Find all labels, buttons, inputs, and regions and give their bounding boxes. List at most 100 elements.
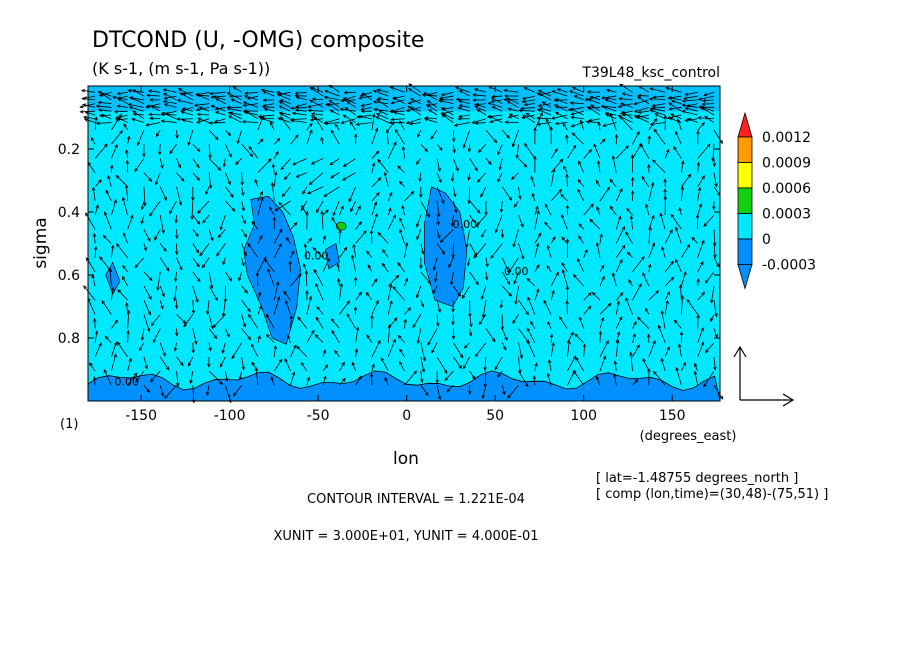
wind-vector — [615, 244, 626, 258]
wind-vector — [407, 105, 422, 116]
wind-vector — [550, 148, 558, 159]
wind-vector — [526, 327, 536, 343]
wind-vector — [138, 342, 145, 352]
wind-vector — [230, 98, 242, 105]
wind-vector — [311, 97, 324, 101]
wind-vector — [681, 103, 698, 108]
wind-vector — [522, 114, 536, 123]
wind-vector — [599, 340, 609, 358]
contour-labels: 0.00 0.00 0.00 0.00 — [115, 218, 529, 389]
wind-vector — [213, 118, 226, 123]
wind-vector — [681, 243, 691, 258]
wind-vector — [159, 186, 167, 201]
wind-vector — [272, 216, 277, 230]
wind-vector — [417, 129, 422, 138]
wind-vector — [684, 107, 698, 112]
wind-vector — [547, 359, 552, 372]
wind-vector — [678, 206, 682, 216]
wind-vector — [420, 144, 429, 153]
wind-vector — [489, 118, 503, 124]
wind-vector — [704, 342, 715, 354]
wind-vector — [652, 95, 666, 99]
wind-vector — [547, 321, 552, 329]
wind-vector — [401, 204, 405, 216]
wind-vector — [232, 86, 242, 93]
wind-vector — [648, 97, 666, 101]
wind-vector — [450, 271, 454, 286]
wind-vector — [436, 144, 443, 151]
wind-vector — [146, 93, 161, 98]
wind-vector — [501, 186, 513, 201]
wind-vector — [450, 172, 455, 183]
wind-vector — [673, 319, 682, 329]
wind-vector — [355, 230, 367, 244]
wind-vector — [660, 357, 666, 372]
wind-vector — [703, 370, 715, 388]
wind-vector — [663, 114, 668, 131]
wind-vector — [649, 109, 666, 116]
wind-vector — [208, 144, 212, 159]
wind-vector — [176, 158, 181, 169]
wind-vector — [426, 99, 438, 108]
wind-vector — [613, 360, 618, 372]
wind-vector — [323, 95, 340, 101]
wind-vector — [473, 243, 487, 259]
wind-vector — [647, 134, 652, 145]
wind-vector — [452, 186, 457, 198]
wind-vector — [279, 112, 291, 120]
wind-vector — [427, 328, 438, 346]
wind-vector — [82, 115, 96, 120]
wind-vector — [652, 159, 666, 173]
wind-vector — [609, 112, 617, 131]
wind-vector — [490, 243, 503, 259]
wind-vector — [97, 108, 112, 112]
wind-vector — [513, 200, 519, 208]
wind-vector — [578, 160, 585, 173]
wind-vector — [615, 330, 621, 343]
wind-vector — [534, 205, 539, 216]
wind-vector — [615, 258, 623, 273]
wind-vector — [300, 361, 308, 372]
wind-vector — [342, 97, 356, 105]
wind-vector — [352, 243, 357, 258]
wind-vector — [457, 99, 470, 105]
wind-vector — [100, 92, 112, 101]
wind-vector — [360, 103, 373, 108]
wind-vector — [336, 263, 340, 272]
wind-vector — [636, 316, 650, 329]
wind-vector — [183, 314, 194, 328]
wind-vector — [404, 190, 415, 202]
wind-vector — [143, 356, 148, 370]
wind-vector — [205, 385, 210, 396]
wind-vector — [527, 296, 536, 315]
wind-vector — [485, 328, 496, 343]
wind-vector — [501, 385, 506, 396]
wind-vector — [457, 117, 470, 121]
wind-vector — [536, 122, 552, 126]
wind-vector — [595, 179, 601, 188]
wind-vector — [257, 196, 264, 216]
wind-vector — [686, 298, 699, 315]
wind-vector — [149, 370, 161, 383]
wind-vector — [628, 279, 633, 287]
wind-vector — [330, 318, 340, 329]
wind-vector — [175, 229, 179, 240]
wind-vector — [534, 209, 540, 230]
colorbar: 0.0012 0.0009 0.0006 0.0003 0 -0.0003 — [737, 111, 816, 290]
wind-vector — [526, 339, 536, 358]
wind-vector — [81, 97, 96, 101]
wind-vector — [382, 249, 389, 258]
wind-vector — [436, 243, 446, 255]
wind-vector — [712, 200, 716, 211]
wind-vector — [235, 158, 242, 166]
wind-vector — [397, 262, 405, 273]
wind-vector — [287, 334, 291, 343]
wind-vector — [469, 314, 473, 328]
wind-vector — [687, 118, 698, 123]
wind-vector — [664, 299, 669, 315]
wind-vector — [474, 105, 487, 112]
wind-vector — [630, 176, 635, 187]
wind-vector — [222, 257, 226, 266]
wind-vector — [589, 95, 601, 101]
wind-vector — [642, 272, 650, 287]
